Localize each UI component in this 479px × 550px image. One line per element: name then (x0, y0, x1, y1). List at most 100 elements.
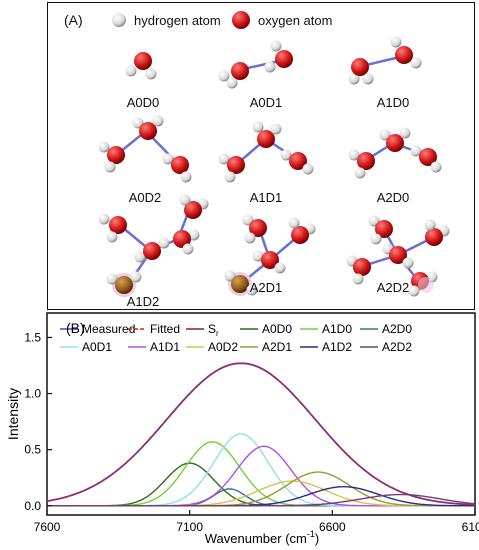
hydrogen-atom (280, 149, 292, 161)
oxygen-atom (395, 46, 413, 64)
hydrogen-atom (179, 194, 191, 206)
hydrogen-atom-icon (112, 13, 126, 27)
hydrogen-atom (354, 167, 366, 179)
hydrogen-atom (270, 123, 282, 135)
y-tick-label: 1.5 (24, 330, 41, 344)
oxygen-atom (115, 276, 133, 294)
hydrogen-atom (106, 273, 118, 285)
legend-entry: A1D0 (322, 322, 352, 336)
molecule-label: A2D0 (376, 190, 410, 205)
molecule-label: A0D1 (249, 95, 283, 110)
oxygen-atom (261, 251, 279, 269)
hydrogen-atom (410, 145, 422, 157)
oxygen-atom (275, 50, 293, 68)
series-line-fitted (46, 362, 476, 506)
oxygen-atom (173, 230, 191, 248)
hydrogen-atom (410, 57, 422, 69)
oxygen-atom (231, 62, 249, 80)
hydrogen-atom (362, 73, 374, 85)
hydrogen-atom (424, 219, 436, 231)
legend-oxygen-label: oxygen atom (258, 12, 333, 28)
oxygen-atom (419, 148, 437, 166)
legend-entry: A0D1 (82, 340, 112, 354)
legend-entry: Measured (82, 322, 135, 336)
hydrogen-atom (158, 237, 170, 249)
legend-hydrogen: hydrogen atom (110, 11, 221, 29)
hydrogen-atom (98, 141, 110, 153)
hydrogen-atom (106, 231, 118, 243)
oxygen-atom (227, 156, 245, 174)
legend-entry: A1D1 (150, 340, 180, 354)
y-tick-label: 0.0 (24, 499, 41, 513)
hydrogen-atom (104, 161, 116, 173)
plot-frame (46, 312, 476, 516)
molecule-label: A2D2 (376, 280, 410, 295)
hydrogen-atom (182, 243, 194, 255)
hydrogen-bond (365, 55, 401, 67)
legend-entry: A0D0 (262, 322, 292, 336)
legend-oxygen: oxygen atom (230, 9, 332, 31)
oxygen-atom (291, 226, 309, 244)
oxygen-atom (375, 220, 393, 238)
hydrogen-atom (302, 163, 314, 175)
molecule-label: A1D2 (126, 294, 160, 309)
oxygen-atom (389, 246, 407, 264)
oxygen-atom (351, 58, 369, 76)
hydrogen-atom (246, 284, 258, 296)
hydrogen-atom (264, 61, 276, 73)
oxygen-atom (109, 216, 127, 234)
oxygen-atom (107, 146, 125, 164)
hydrogen-atom (408, 285, 420, 297)
series-line-a2d2 (47, 493, 476, 507)
oxygen-atom (289, 152, 307, 170)
legend-entry: A0D2 (208, 340, 238, 354)
hydrogen-atom (152, 115, 164, 127)
hydrogen-atom (352, 273, 364, 285)
hydrogen-bond (242, 59, 281, 71)
hydrogen-atom (162, 153, 174, 165)
hydrogen-atom (130, 271, 142, 283)
hydrogen-atom (188, 229, 200, 241)
molecule-label: A0D0 (126, 95, 160, 110)
oxygen-atom (143, 242, 161, 260)
hydrogen-atom (218, 70, 230, 82)
hydrogen-atom (145, 68, 157, 80)
panel-b-label: (B) (66, 320, 85, 336)
x-tick-label: 6600 (319, 520, 346, 534)
oxygen-atom (184, 201, 202, 219)
hydrogen-atom (430, 161, 442, 173)
hydrogen-atom (370, 233, 382, 245)
oxygen-atom (353, 258, 371, 276)
y-axis-label: Intensity (5, 388, 21, 440)
hydrogen-atom (226, 77, 238, 89)
hydrogen-atom (348, 73, 360, 85)
legend-entry: A2D2 (382, 340, 412, 354)
legend-hydrogen-label: hydrogen atom (134, 12, 221, 28)
oxygen-atom (386, 134, 404, 152)
oxygen-atom (425, 228, 443, 246)
oxygen-atom (249, 219, 267, 237)
hydrogen-atom (98, 213, 110, 225)
hydrogen-atom (348, 149, 360, 161)
hydrogen-atom (390, 36, 402, 48)
oxygen-atom (231, 275, 249, 293)
oxygen-atom (257, 130, 275, 148)
oxygen-atom (139, 122, 157, 140)
y-tick-label: 0.5 (24, 443, 41, 457)
hydrogen-atom (252, 250, 264, 262)
legend-entry: Sr (208, 322, 219, 338)
legend-entry: A2D1 (262, 340, 292, 354)
y-tick-label: 1.0 (24, 387, 41, 401)
hydrogen-atom (274, 262, 286, 274)
x-tick-label: 7600 (34, 520, 61, 534)
x-tick-label: 7100 (176, 520, 203, 534)
oxygen-atom-icon (232, 11, 250, 29)
molecule-label: A1D0 (376, 95, 410, 110)
hydrogen-atom (180, 171, 192, 183)
legend-entry: A1D2 (322, 340, 352, 354)
oxygen-atom (171, 156, 189, 174)
oxygen-atom (134, 52, 152, 70)
hydrogen-atom (399, 127, 411, 139)
